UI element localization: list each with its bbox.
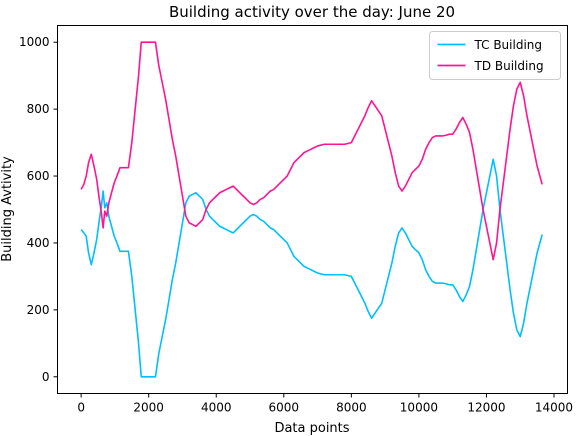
x-tick-label-7: 14000 [535,401,573,415]
legend-label-1: TD Building [474,59,544,73]
x-tick-label-0: 0 [77,401,85,415]
y-tick-label-0: 0 [42,370,50,384]
x-tick-label-1: 2000 [133,401,164,415]
y-axis-label: Building Avtivity [0,156,15,262]
y-tick-label-3: 600 [27,169,50,183]
x-tick-label-4: 8000 [336,401,367,415]
legend-box [429,31,561,80]
x-tick-label-3: 6000 [269,401,300,415]
chart-title: Building activity over the day: June 20 [169,3,455,21]
x-tick-label-6: 12000 [467,401,505,415]
x-axis: 0 2000 4000 6000 8000 10000 12000 14000 [77,393,573,415]
y-tick-label-4: 800 [27,102,50,116]
x-axis-label: Data points [274,421,349,436]
y-tick-label-2: 400 [27,236,50,250]
y-tick-label-5: 1000 [19,35,50,49]
plot-series [80,41,543,378]
x-tick-label-5: 10000 [400,401,438,415]
legend: TC Building TD Building [429,31,561,80]
series-line-1 [80,41,543,261]
x-tick-label-2: 4000 [201,401,232,415]
y-axis: 0 200 400 600 800 1000 [19,35,58,384]
series-line-0 [80,158,543,378]
y-tick-label-1: 200 [27,303,50,317]
plot-frame [57,25,568,394]
legend-label-0: TC Building [474,38,543,52]
